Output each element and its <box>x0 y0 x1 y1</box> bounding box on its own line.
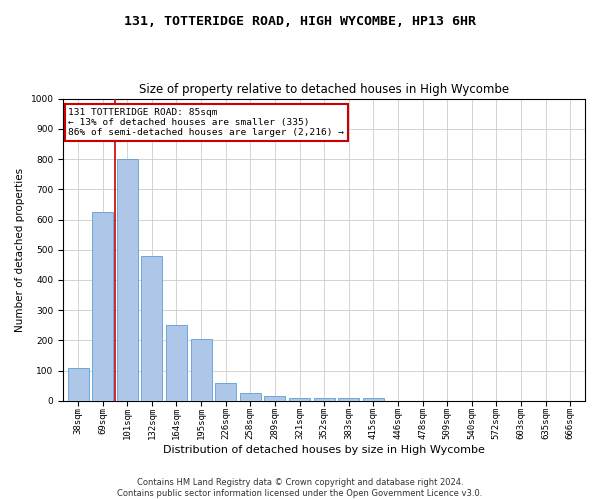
Bar <box>68 368 89 401</box>
Y-axis label: Number of detached properties: Number of detached properties <box>15 168 25 332</box>
Text: Contains HM Land Registry data © Crown copyright and database right 2024.
Contai: Contains HM Land Registry data © Crown c… <box>118 478 482 498</box>
Bar <box>265 396 286 401</box>
Bar <box>314 398 335 401</box>
Bar <box>240 394 261 401</box>
Bar <box>363 398 384 401</box>
Bar <box>142 256 163 401</box>
Bar <box>92 212 113 401</box>
Bar <box>191 339 212 401</box>
Bar <box>289 398 310 401</box>
Bar <box>166 326 187 401</box>
Bar <box>215 383 236 401</box>
Title: Size of property relative to detached houses in High Wycombe: Size of property relative to detached ho… <box>139 83 509 96</box>
Bar <box>117 159 138 401</box>
X-axis label: Distribution of detached houses by size in High Wycombe: Distribution of detached houses by size … <box>163 445 485 455</box>
Bar <box>338 398 359 401</box>
Text: 131, TOTTERIDGE ROAD, HIGH WYCOMBE, HP13 6HR: 131, TOTTERIDGE ROAD, HIGH WYCOMBE, HP13… <box>124 15 476 28</box>
Text: 131 TOTTERIDGE ROAD: 85sqm
← 13% of detached houses are smaller (335)
86% of sem: 131 TOTTERIDGE ROAD: 85sqm ← 13% of deta… <box>68 108 344 138</box>
